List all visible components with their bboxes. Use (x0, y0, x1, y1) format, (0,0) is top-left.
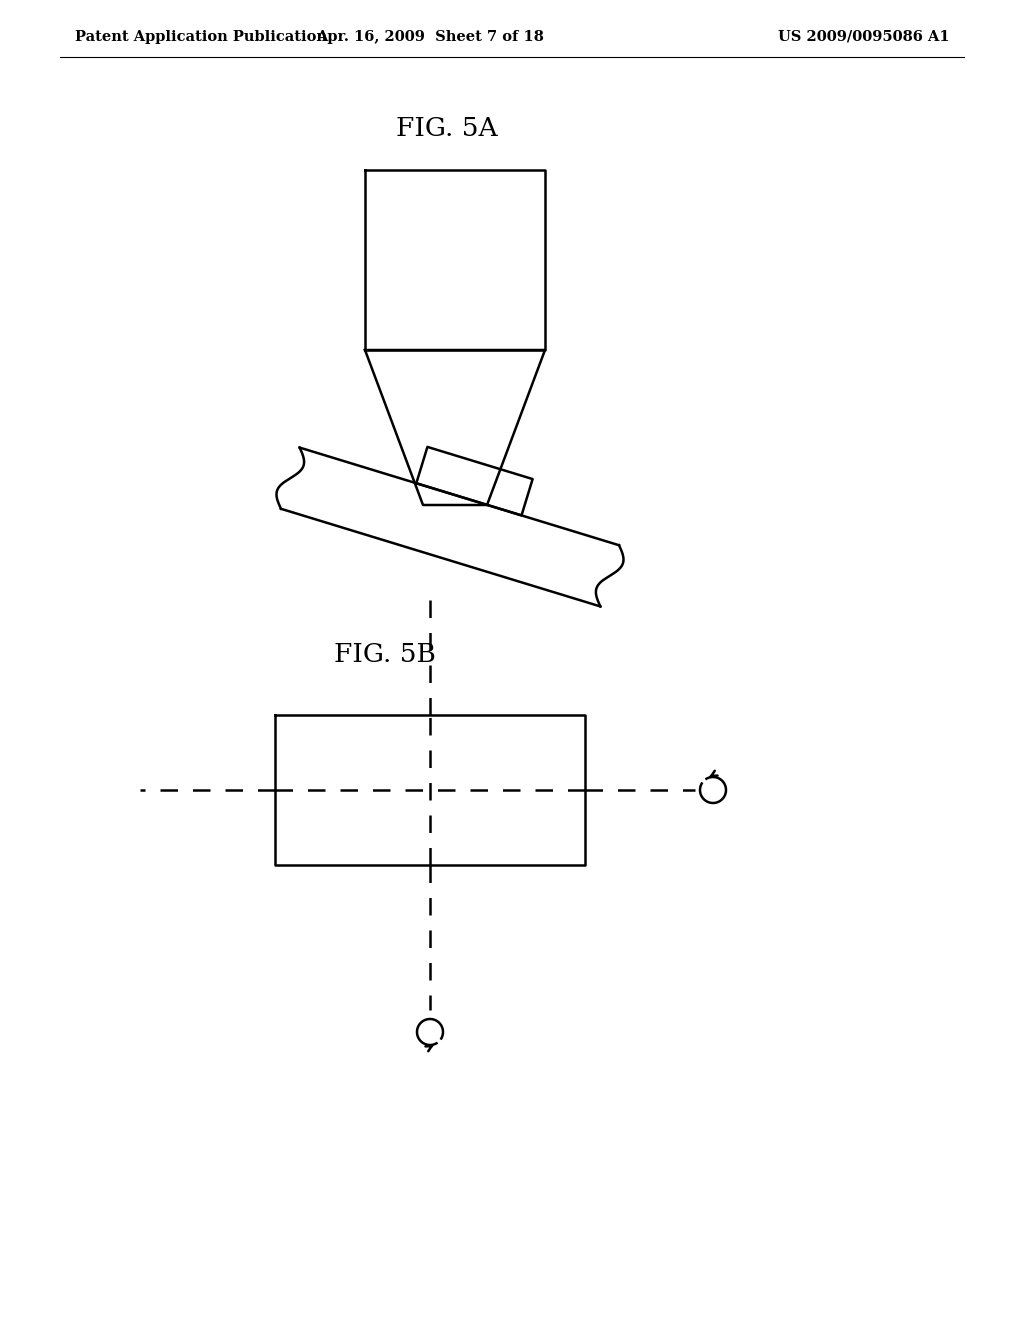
Text: FIG. 5A: FIG. 5A (396, 116, 498, 140)
Text: Patent Application Publication: Patent Application Publication (75, 30, 327, 44)
Text: US 2009/0095086 A1: US 2009/0095086 A1 (778, 30, 950, 44)
Text: Apr. 16, 2009  Sheet 7 of 18: Apr. 16, 2009 Sheet 7 of 18 (316, 30, 544, 44)
Text: FIG. 5B: FIG. 5B (334, 643, 436, 668)
